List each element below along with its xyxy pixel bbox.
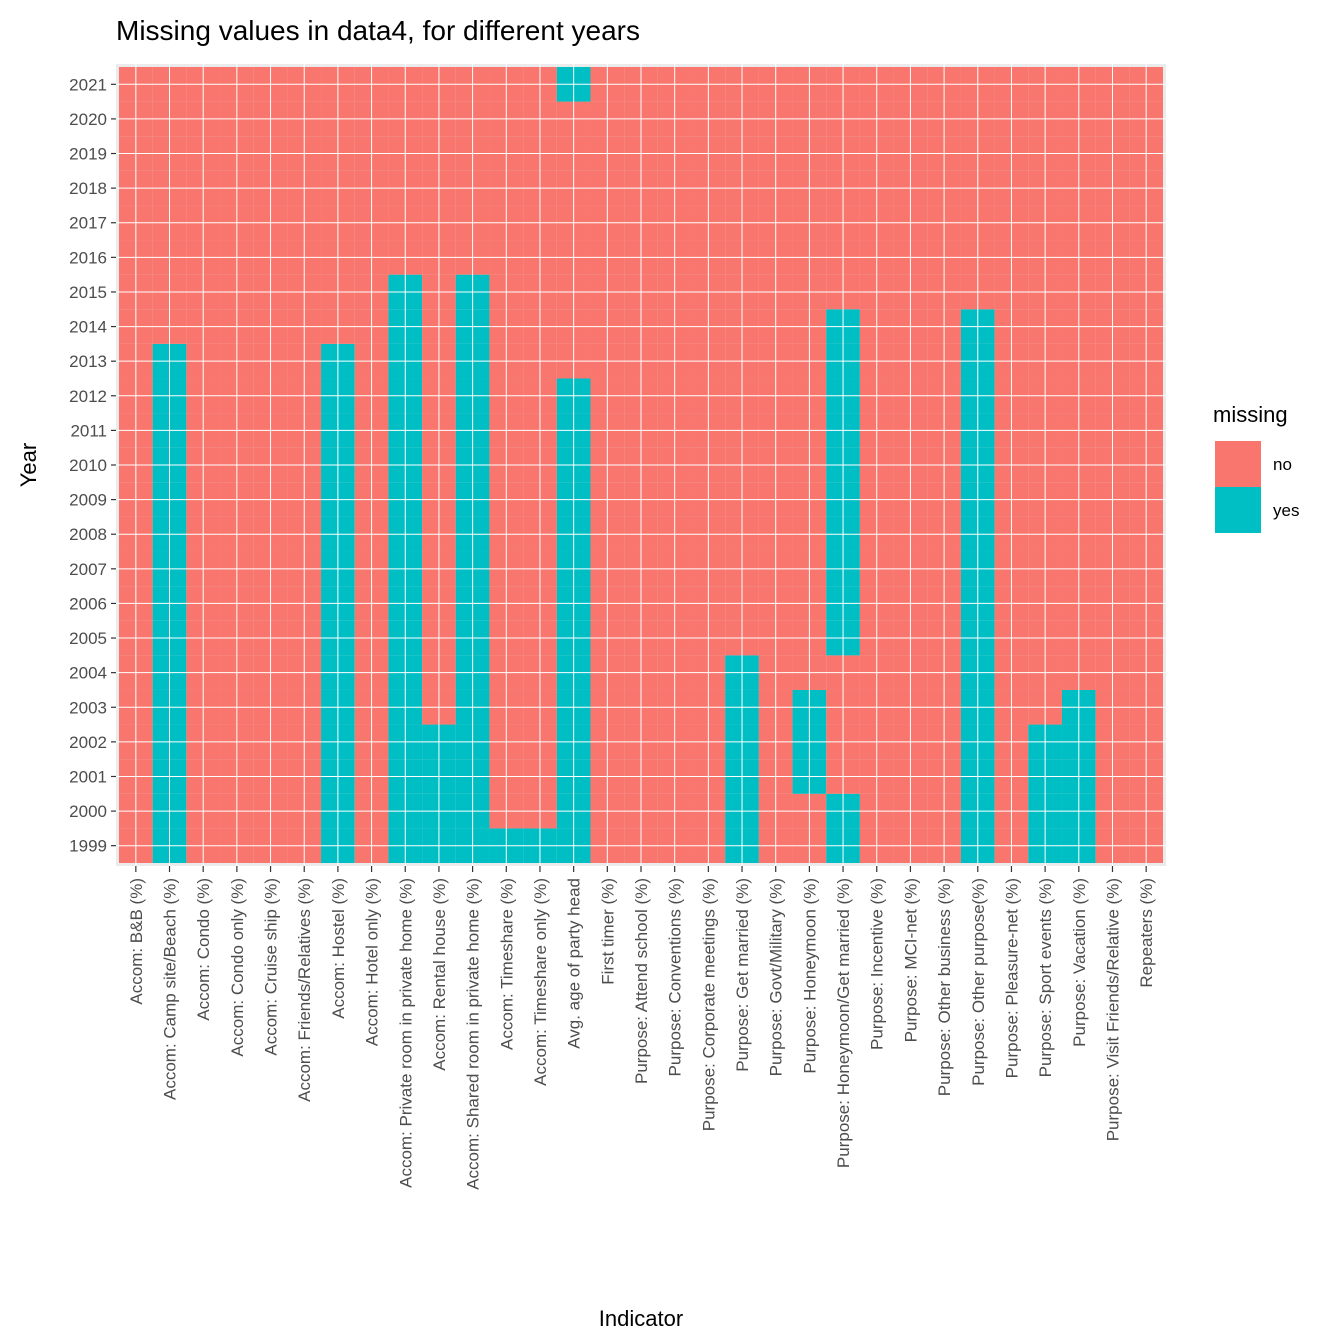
- y-tick-label: 2021: [69, 75, 107, 94]
- y-tick-label: 2006: [69, 594, 107, 613]
- y-tick-label: 2009: [69, 491, 107, 510]
- x-tick-label: Accom: Camp site/Beach (%): [161, 878, 180, 1100]
- x-tick-label: Purpose: Other business (%): [935, 878, 954, 1096]
- y-tick-label: 1999: [69, 837, 107, 856]
- y-tick-label: 2017: [69, 214, 107, 233]
- x-tick-label: Repeaters (%): [1137, 878, 1156, 988]
- x-tick-label: First timer (%): [598, 878, 617, 985]
- x-axis: Accom: B&B (%) Accom: Camp site/Beach (%)…: [127, 866, 1156, 1190]
- x-tick-label: Accom: Condo (%): [194, 878, 213, 1021]
- y-tick-label: 2015: [69, 283, 107, 302]
- x-tick-label: Purpose: Corporate meetings (%): [699, 878, 718, 1131]
- y-tick-label: 2002: [69, 733, 107, 752]
- y-tick-label: 2004: [69, 664, 107, 683]
- y-axis-title: Year: [16, 443, 41, 487]
- x-tick-label: Accom: Shared room in private home (%): [464, 878, 483, 1190]
- x-tick-label: Accom: Cruise ship (%): [262, 878, 281, 1056]
- x-tick-label: Accom: Hotel only (%): [363, 878, 382, 1046]
- legend-label-yes: yes: [1273, 501, 1299, 520]
- y-tick-label: 2010: [69, 456, 107, 475]
- x-tick-label: Purpose: Conventions (%): [666, 878, 685, 1076]
- legend-title: missing: [1213, 402, 1288, 427]
- x-tick-label: Purpose: MCI-net (%): [901, 878, 920, 1042]
- x-tick-label: Purpose: Visit Friends/Relative (%): [1103, 878, 1122, 1141]
- y-tick-label: 2011: [70, 421, 107, 440]
- x-tick-label: Accom: B&B (%): [127, 878, 146, 1005]
- y-tick-label: 2008: [69, 525, 107, 544]
- x-tick-label: Accom: Rental house (%): [430, 878, 449, 1071]
- legend: missing no yes: [1213, 402, 1299, 533]
- x-tick-label: Purpose: Govt/Military (%): [767, 878, 786, 1076]
- y-tick-label: 2003: [69, 698, 107, 717]
- x-tick-label: Accom: Hostel (%): [329, 878, 348, 1019]
- x-tick-label: Purpose: Incentive (%): [868, 878, 887, 1050]
- y-tick-label: 2012: [69, 387, 107, 406]
- x-tick-label: Accom: Timeshare only (%): [531, 878, 550, 1086]
- x-tick-label: Purpose: Attend school (%): [632, 878, 651, 1084]
- x-tick-label: Avg. age of party head: [565, 878, 584, 1049]
- y-tick-label: 2005: [69, 629, 107, 648]
- y-tick-label: 2018: [69, 179, 107, 198]
- y-axis: 1999 2000 2001 2002 2003 2004 2005 2006 2007 2008…: [69, 75, 116, 856]
- x-tick-label: Purpose: Get married (%): [733, 878, 752, 1072]
- y-tick-label: 2001: [69, 767, 107, 786]
- x-tick-label: Purpose: Vacation (%): [1070, 878, 1089, 1047]
- y-tick-label: 2013: [69, 352, 107, 371]
- chart-title: Missing values in data4, for different y…: [116, 15, 640, 46]
- x-tick-label: Purpose: Honeymoon (%): [800, 878, 819, 1074]
- x-tick-label: Accom: Condo only (%): [228, 878, 247, 1057]
- y-tick-label: 2000: [69, 802, 107, 821]
- x-tick-label: Purpose: Sport events (%): [1036, 878, 1055, 1077]
- y-tick-label: 2016: [69, 248, 107, 267]
- y-tick-label: 2020: [69, 110, 107, 129]
- y-tick-label: 2019: [69, 145, 107, 164]
- x-axis-title: Indicator: [599, 1306, 683, 1331]
- y-tick-label: 2014: [69, 318, 107, 337]
- legend-label-no: no: [1273, 455, 1292, 474]
- grid-lines: [116, 64, 1166, 866]
- y-tick-label: 2007: [69, 560, 107, 579]
- x-tick-label: Accom: Timeshare (%): [497, 878, 516, 1050]
- x-tick-label: Purpose: Other purpose(%): [969, 878, 988, 1086]
- legend-key-no: [1215, 441, 1261, 487]
- legend-key-yes: [1215, 487, 1261, 533]
- x-tick-label: Accom: Private room in private home (%): [396, 878, 415, 1188]
- x-tick-label: Accom: Friends/Relatives (%): [295, 878, 314, 1102]
- x-tick-label: Purpose: Pleasure-net (%): [1002, 878, 1021, 1078]
- x-tick-label: Purpose: Honeymoon/Get married (%): [834, 878, 853, 1168]
